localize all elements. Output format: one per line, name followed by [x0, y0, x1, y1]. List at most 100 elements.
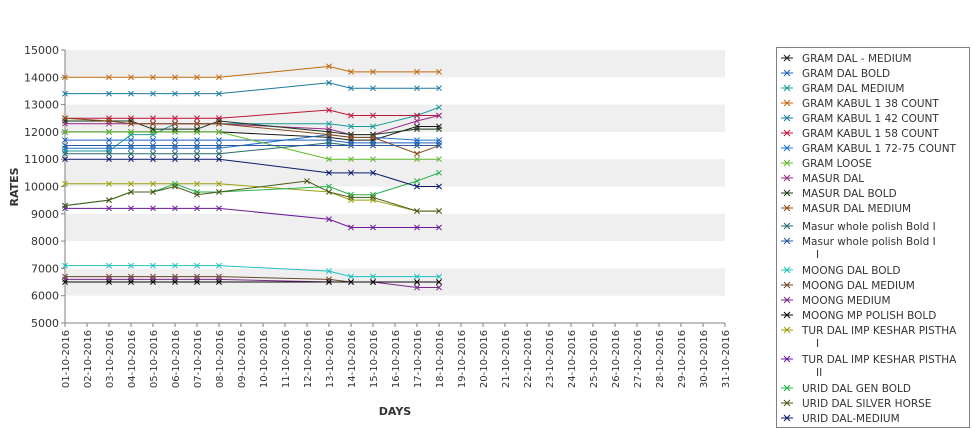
y-tick-label: 5000	[31, 317, 59, 330]
data-point	[106, 74, 112, 81]
x-tick-label: 20-10-2016	[479, 330, 490, 388]
x-tick-label: 07-10-2016	[193, 330, 204, 388]
legend-label: TUR DAL IMP KESHAR PISTHA II	[801, 354, 957, 379]
data-point	[128, 74, 134, 81]
data-point	[106, 115, 112, 122]
data-point	[106, 279, 112, 286]
data-point	[348, 194, 354, 201]
x-tick-label: 22-10-2016	[523, 330, 534, 388]
series	[62, 63, 442, 81]
data-point	[436, 183, 442, 190]
data-point	[128, 115, 134, 122]
data-point	[348, 131, 354, 138]
data-point	[150, 90, 156, 97]
data-point	[216, 115, 222, 122]
data-point	[436, 112, 442, 119]
data-point	[62, 180, 68, 187]
data-point	[370, 279, 376, 286]
data-point	[150, 145, 156, 152]
legend-item: GRAM LOOSE	[781, 158, 872, 170]
data-point	[326, 169, 332, 176]
data-point	[62, 150, 68, 157]
legend-marker	[783, 204, 791, 212]
x-tick-label: 28-10-2016	[655, 330, 666, 388]
series-line	[65, 65, 439, 78]
legend-marker	[783, 266, 791, 274]
x-tick-label: 25-10-2016	[589, 330, 600, 388]
legend-marker	[783, 144, 791, 152]
x-tick-label: 08-10-2016	[215, 330, 226, 388]
x-tick-label: 01-10-2016	[61, 330, 72, 388]
data-point	[150, 115, 156, 122]
data-point	[436, 279, 442, 286]
x-tick-label: 29-10-2016	[677, 330, 688, 388]
data-point	[436, 139, 442, 146]
data-point	[62, 90, 68, 97]
data-point	[348, 224, 354, 231]
y-tick-label: 11000	[24, 153, 59, 166]
data-point	[348, 197, 354, 204]
data-point	[370, 112, 376, 119]
data-point	[348, 123, 354, 130]
data-point	[326, 128, 332, 135]
legend-marker	[783, 189, 791, 197]
x-tick-label: 18-10-2016	[435, 330, 446, 388]
data-point	[216, 118, 222, 124]
data-point	[194, 145, 200, 152]
data-point	[436, 224, 442, 231]
x-tick-label: 03-10-2016	[105, 330, 116, 388]
data-point	[414, 123, 420, 130]
data-point	[172, 279, 178, 286]
y-tick-label: 12000	[24, 126, 59, 139]
data-point	[326, 142, 332, 149]
data-point	[414, 178, 420, 184]
data-point	[172, 262, 178, 269]
data-point	[194, 205, 200, 212]
x-tick-label: 12-10-2016	[303, 330, 314, 388]
data-point	[414, 85, 420, 92]
legend-label: MOONG DAL BOLD	[802, 265, 900, 277]
data-point	[414, 137, 420, 144]
data-point	[326, 189, 332, 195]
legend-marker	[783, 355, 791, 363]
data-point	[436, 284, 442, 291]
legend-item: TUR DAL IMP KESHAR PISTHA I	[781, 325, 957, 350]
data-point	[326, 139, 332, 146]
y-tick-label: 14000	[24, 71, 59, 84]
data-point	[128, 189, 134, 195]
data-point	[436, 123, 442, 130]
data-point	[106, 276, 112, 283]
data-point	[172, 276, 178, 283]
data-point	[326, 107, 332, 114]
data-point	[348, 191, 354, 198]
data-point	[436, 273, 442, 280]
legend: GRAM DAL - MEDIUM GRAM DAL BOLD GRAM DAL M…	[776, 47, 970, 428]
data-point	[62, 262, 68, 269]
data-point	[348, 85, 354, 92]
data-point	[326, 276, 332, 283]
data-point	[414, 112, 420, 119]
legend-marker	[783, 296, 791, 304]
data-point	[150, 120, 156, 127]
data-point	[194, 120, 200, 127]
data-point	[348, 112, 354, 119]
x-tick-label: 27-10-2016	[633, 330, 644, 388]
data-point	[128, 262, 134, 269]
data-point	[348, 134, 354, 141]
legend-marker	[783, 414, 791, 422]
x-tick-label: 30-10-2016	[699, 330, 710, 388]
data-point	[414, 156, 420, 163]
data-point	[216, 145, 222, 152]
legend-item: MOONG DAL MEDIUM	[781, 280, 915, 292]
data-point	[194, 128, 200, 135]
data-point	[106, 90, 112, 97]
x-tick-label: 13-10-2016	[325, 330, 336, 388]
data-point	[172, 142, 178, 149]
legend-label: GRAM DAL MEDIUM	[802, 83, 904, 95]
data-point	[216, 276, 222, 283]
data-point	[128, 131, 134, 138]
data-point	[216, 273, 222, 280]
